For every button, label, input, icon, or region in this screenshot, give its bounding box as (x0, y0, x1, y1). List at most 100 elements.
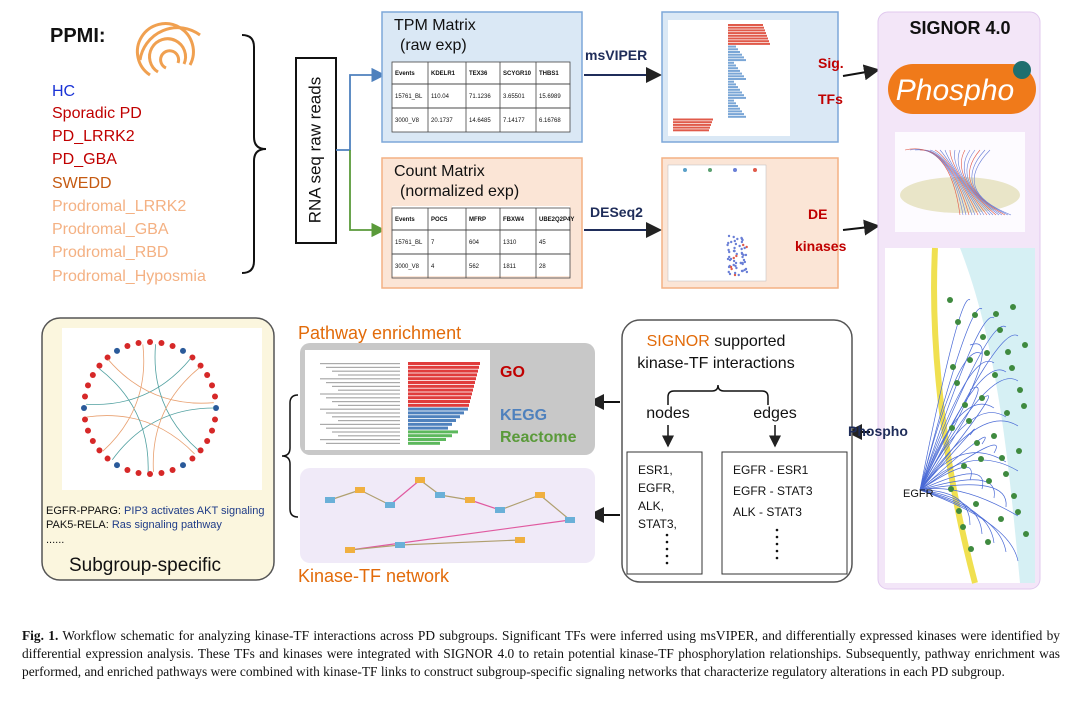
decor-node (979, 395, 985, 401)
decor-bar (408, 362, 480, 365)
example: EGFR-PPARG: PIP3 activates AKT signaling (46, 505, 264, 517)
decor-bar (408, 400, 470, 403)
decor-point (740, 247, 743, 251)
decor-point (734, 264, 737, 268)
group-label: SWEDD (52, 175, 112, 192)
decor-point (733, 246, 736, 250)
matrix-subtitle: (normalized exp) (400, 183, 519, 200)
decor-label (326, 427, 400, 429)
decor-node (954, 380, 960, 386)
decor-node (169, 342, 176, 349)
decor-bar (728, 105, 738, 107)
decor-label (338, 389, 400, 391)
table-header: TEX36 (469, 71, 488, 77)
decor-node (1022, 342, 1028, 348)
decor-edge (389, 479, 421, 506)
reads-label: RNA seq raw reads (305, 77, 324, 223)
decor-node (104, 455, 111, 462)
logo-icon (1013, 61, 1031, 79)
decor-node (114, 347, 120, 354)
arrow (336, 67, 386, 151)
decor-bar (728, 102, 736, 105)
workflow-diagram: PPMI: HC Sporadic PD PD_LRRK2 PD_GBA SWEDD Pro… (41, 11, 1041, 590)
decor-bar (408, 411, 464, 415)
membrane (900, 177, 1020, 213)
decor-label (338, 420, 400, 422)
table-cell: 604 (469, 240, 480, 246)
decor-node (180, 347, 186, 354)
decor-node (96, 362, 103, 369)
decor-point (732, 235, 735, 239)
decor-link (919, 488, 1019, 517)
decor-link (919, 479, 995, 499)
decor-edge (349, 544, 401, 551)
table-header: FBXW4 (503, 217, 525, 223)
decor-bar (408, 415, 460, 419)
decor-link (949, 149, 988, 216)
decor-node (997, 327, 1003, 333)
decor-node (1009, 365, 1015, 371)
network-box (300, 468, 595, 563)
decor-point (741, 262, 744, 266)
decor-point (734, 261, 738, 265)
decor-link (919, 489, 1007, 553)
decor-point (735, 266, 738, 270)
decor-label (332, 401, 400, 403)
decor-link (919, 369, 1007, 491)
decor-bar (728, 83, 736, 86)
decor-link (919, 489, 971, 526)
enrichment-title: Pathway enrichment (298, 323, 461, 343)
decor-bar (728, 61, 734, 64)
decor-bar (408, 422, 452, 426)
decor-bar (728, 56, 744, 59)
decor-point (728, 255, 731, 259)
decor-bar (728, 75, 744, 78)
legend-dot (683, 168, 687, 172)
tool-label: msVIPER (585, 47, 647, 63)
decor-point (741, 238, 744, 242)
decor-bar (728, 115, 746, 118)
decor-node (1004, 410, 1010, 416)
decor-bar (673, 121, 712, 124)
decor-bar (673, 129, 709, 132)
caption-label: Fig. 1. (22, 628, 59, 643)
decor-point (726, 257, 730, 261)
decor-bar (728, 45, 736, 48)
decor-bar (408, 365, 479, 369)
decor-bar (728, 91, 742, 94)
decor-node (135, 469, 142, 476)
decor-node (124, 342, 131, 349)
edge-item: EGFR - STAT3 (733, 484, 813, 498)
decor-node (465, 497, 475, 503)
node-item: ESR1, (638, 463, 673, 477)
table-cell: 1811 (503, 264, 517, 270)
table-cell: 15761_BL (395, 94, 423, 100)
table-cell: 1310 (503, 240, 517, 246)
decor-link (961, 149, 997, 216)
table-bg (392, 62, 570, 132)
decor-node (1016, 448, 1022, 454)
decor-point (727, 234, 731, 238)
table-header: POC5 (431, 217, 448, 223)
decor-link (919, 489, 1019, 562)
enrichment-label: KEGG (500, 407, 547, 424)
decor-node (325, 497, 335, 503)
decor-node (980, 334, 986, 340)
decor-label (320, 378, 400, 380)
decor-point (735, 254, 738, 258)
decor-node (158, 340, 165, 347)
volcano-points (683, 168, 757, 277)
decor-edge (399, 539, 521, 546)
decor-edge (499, 494, 541, 511)
decor-label (332, 416, 400, 418)
decor-link (919, 484, 1007, 508)
title-rest: supported (714, 333, 785, 350)
decor-bar (408, 381, 475, 384)
subgroup-title: Subgroup-specific (69, 555, 221, 576)
decor-node (1021, 403, 1027, 409)
decor-node (956, 508, 962, 514)
column-label: nodes (646, 405, 690, 422)
decor-label (326, 442, 400, 444)
phospho-logo (888, 64, 1036, 114)
decor-point (735, 252, 738, 256)
